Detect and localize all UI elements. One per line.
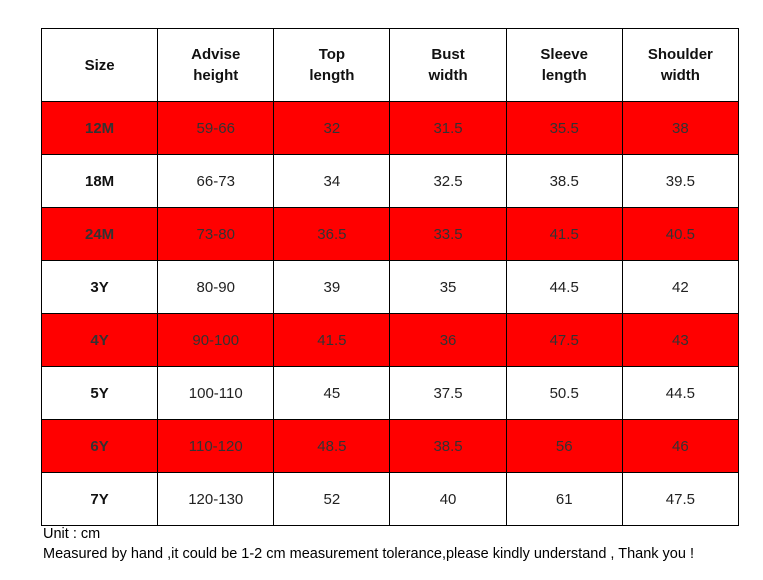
header-cell: Bust width	[389, 28, 507, 102]
table-row: 3Y 80-90 39 35 44.5 42	[40, 260, 740, 314]
size-cell: 12M	[40, 101, 159, 155]
value-cell: 50.5	[505, 366, 623, 420]
value-cell: 44.5	[621, 366, 740, 420]
table-row: 18M 66-73 34 32.5 38.5 39.5	[40, 154, 740, 208]
value-cell: 73-80	[157, 207, 275, 261]
value-cell: 31.5	[389, 101, 507, 155]
table-row: 24M 73-80 36.5 33.5 41.5 40.5	[40, 207, 740, 261]
table-header: Size Advise height Top length Bust width Sle…	[40, 28, 740, 102]
header-text: Sleeve length	[540, 46, 588, 84]
value-cell: 32	[273, 101, 391, 155]
table-row: 6Y 110-120 48.5 38.5 56 46	[40, 419, 740, 473]
value-cell: 47.5	[505, 313, 623, 367]
value-cell: 39	[273, 260, 391, 314]
header-text: Size	[84, 56, 115, 74]
value-cell: 42	[621, 260, 740, 314]
size-cell: 6Y	[40, 419, 159, 473]
size-cell: 3Y	[40, 260, 159, 314]
value-cell: 41.5	[505, 207, 623, 261]
header-cell: Advise height	[157, 28, 275, 102]
table-row: 7Y 120-130 52 40 61 47.5	[40, 472, 740, 526]
value-cell: 59-66	[157, 101, 275, 155]
size-cell: 24M	[40, 207, 159, 261]
table-row: 4Y 90-100 41.5 36 47.5 43	[40, 313, 740, 367]
value-cell: 41.5	[273, 313, 391, 367]
size-cell: 7Y	[40, 472, 159, 526]
value-cell: 100-110	[157, 366, 275, 420]
value-cell: 46	[621, 419, 740, 473]
header-text: Top length	[309, 46, 355, 84]
value-cell: 61	[505, 472, 623, 526]
value-cell: 56	[505, 419, 623, 473]
size-table: Size Advise height Top length Bust width Sle…	[40, 28, 740, 526]
value-cell: 35	[389, 260, 507, 314]
table-body: 12M 59-66 32 31.5 35.5 38 18M 66-73 34 32.5 38.5 39…	[40, 101, 740, 526]
header-cell: Sleeve length	[505, 28, 623, 102]
tolerance-note: Measured by hand ,it could be 1-2 cm mea…	[43, 546, 694, 562]
value-cell: 36	[389, 313, 507, 367]
value-cell: 47.5	[621, 472, 740, 526]
size-cell: 4Y	[40, 313, 159, 367]
value-cell: 44.5	[505, 260, 623, 314]
value-cell: 38	[621, 101, 740, 155]
value-cell: 33.5	[389, 207, 507, 261]
header-text: Bust width	[428, 46, 468, 84]
size-cell: 18M	[40, 154, 159, 208]
value-cell: 37.5	[389, 366, 507, 420]
value-cell: 36.5	[273, 207, 391, 261]
value-cell: 39.5	[621, 154, 740, 208]
table-row: 5Y 100-110 45 37.5 50.5 44.5	[40, 366, 740, 420]
value-cell: 45	[273, 366, 391, 420]
value-cell: 32.5	[389, 154, 507, 208]
value-cell: 80-90	[157, 260, 275, 314]
value-cell: 40.5	[621, 207, 740, 261]
unit-note: Unit : cm	[43, 526, 101, 542]
value-cell: 48.5	[273, 419, 391, 473]
header-text: Shoulder width	[647, 46, 713, 84]
header-row: Size Advise height Top length Bust width Sle…	[40, 28, 740, 102]
value-cell: 120-130	[157, 472, 275, 526]
header-text: Advise height	[191, 46, 241, 84]
size-cell: 5Y	[40, 366, 159, 420]
value-cell: 34	[273, 154, 391, 208]
value-cell: 52	[273, 472, 391, 526]
header-cell: Shoulder width	[621, 28, 740, 102]
value-cell: 90-100	[157, 313, 275, 367]
header-cell: Top length	[273, 28, 391, 102]
value-cell: 110-120	[157, 419, 275, 473]
value-cell: 38.5	[505, 154, 623, 208]
header-cell: Size	[40, 28, 159, 102]
table-row: 12M 59-66 32 31.5 35.5 38	[40, 101, 740, 155]
value-cell: 43	[621, 313, 740, 367]
value-cell: 66-73	[157, 154, 275, 208]
value-cell: 38.5	[389, 419, 507, 473]
value-cell: 35.5	[505, 101, 623, 155]
value-cell: 40	[389, 472, 507, 526]
